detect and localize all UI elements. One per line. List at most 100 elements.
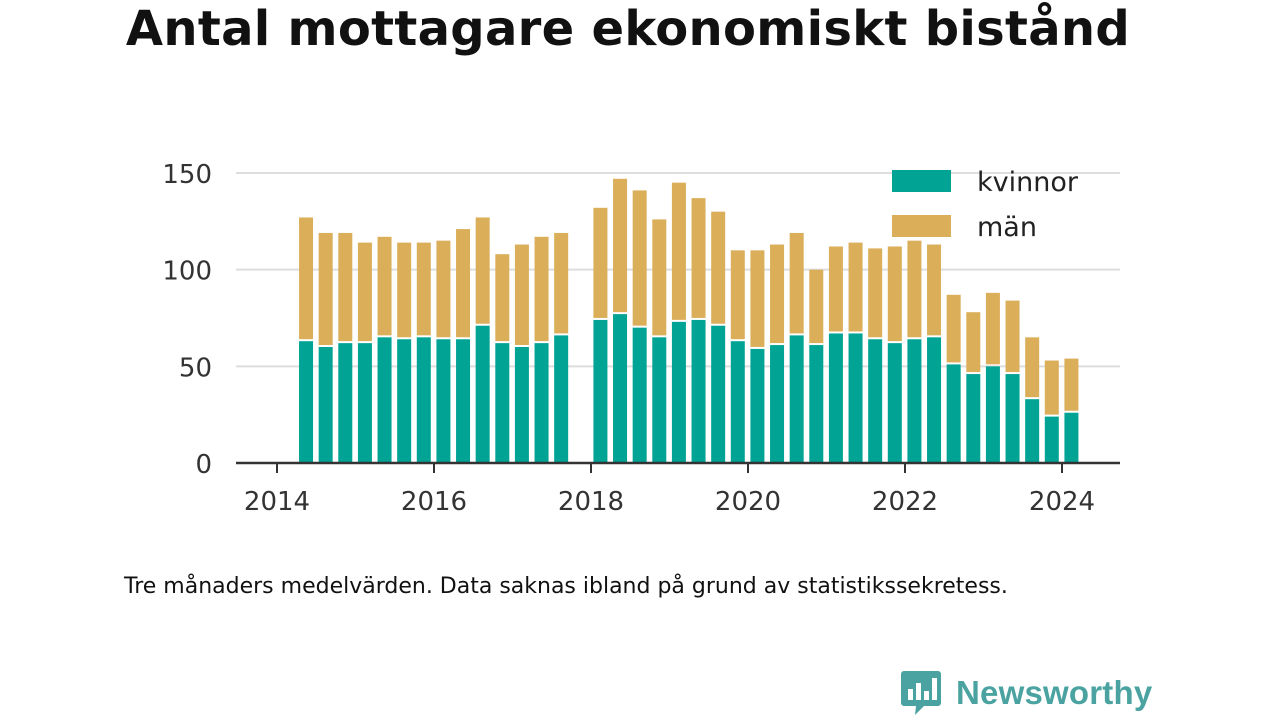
bar-man (613, 178, 628, 313)
bar-kvinnor (730, 341, 745, 463)
bar-kvinnor (946, 364, 961, 463)
y-axis-ticks: 0 50 100 150 (162, 160, 212, 480)
bar-man (593, 207, 608, 318)
y-tick-label: 100 (162, 257, 212, 287)
bar-kvinnor (789, 335, 804, 463)
bar-kvinnor (966, 374, 981, 463)
x-tick-label: 2022 (872, 487, 938, 517)
bar-kvinnor (632, 327, 647, 463)
bar-kvinnor (554, 335, 569, 463)
bar-man (946, 294, 961, 363)
bar-kvinnor (691, 319, 706, 463)
bar-man (868, 248, 883, 338)
bar-man (514, 244, 529, 345)
legend-label: kvinnor (977, 167, 1079, 198)
legend-swatch (892, 215, 951, 237)
bar-man (848, 242, 863, 332)
bar-man (1044, 360, 1059, 415)
bar-kvinnor (416, 337, 431, 463)
y-tick-label: 150 (162, 160, 212, 190)
bar-man (907, 240, 922, 338)
bar-kvinnor (534, 343, 549, 463)
bar-kvinnor (1044, 416, 1059, 463)
bar-kvinnor (985, 366, 1000, 463)
bar-man (730, 250, 745, 340)
y-tick-label: 50 (179, 353, 212, 383)
bar-kvinnor (1025, 399, 1040, 463)
bar-man (927, 244, 942, 336)
bar-kvinnor (357, 343, 372, 463)
chart-note: Tre månaders medelvärden. Data saknas ib… (124, 574, 1008, 599)
bar-man (789, 232, 804, 334)
bar-man (1005, 300, 1020, 373)
bar-man (377, 236, 392, 336)
bar-man (299, 217, 314, 340)
bars (299, 178, 1079, 463)
y-tick-label: 0 (195, 450, 212, 480)
bar-kvinnor (495, 343, 510, 463)
bar-man (475, 217, 490, 324)
bar-kvinnor (907, 339, 922, 463)
legend-label: män (977, 212, 1037, 243)
bar-man (416, 242, 431, 336)
bar-kvinnor (809, 345, 824, 463)
bar-kvinnor (887, 343, 902, 463)
brand-logo: Newsworthy (900, 666, 1152, 720)
bar-man (966, 312, 981, 373)
bar-kvinnor (338, 343, 353, 463)
bar-man (554, 232, 569, 334)
bar-man (534, 236, 549, 342)
bar-kvinnor (514, 347, 529, 463)
bar-kvinnor (436, 339, 451, 463)
bar-kvinnor (770, 345, 785, 463)
bar-man (338, 232, 353, 342)
bar-man (828, 246, 843, 332)
bar-kvinnor (613, 314, 628, 463)
bar-man (671, 182, 686, 320)
bar-kvinnor (456, 339, 471, 463)
bar-man (691, 198, 706, 318)
bar-kvinnor (848, 333, 863, 463)
bar-man (770, 244, 785, 344)
bar-kvinnor (397, 339, 412, 463)
bar-kvinnor (828, 333, 843, 463)
brand-name: Newsworthy (956, 674, 1153, 711)
bar-man (456, 229, 471, 338)
bar-kvinnor (868, 339, 883, 463)
bar-kvinnor (652, 337, 667, 463)
bar-man (711, 211, 726, 324)
bar-man (985, 292, 1000, 365)
x-tick-label: 2018 (558, 487, 624, 517)
x-axis: 2014 2016 2018 2020 2022 2024 (236, 461, 1120, 517)
newsworthy-logo-icon (901, 671, 941, 715)
bar-man (809, 269, 824, 344)
bar-kvinnor (711, 325, 726, 463)
bar-kvinnor (318, 347, 333, 463)
bar-man (318, 232, 333, 345)
x-tick-label: 2016 (401, 487, 467, 517)
bar-kvinnor (1064, 412, 1079, 463)
bar-man (632, 190, 647, 326)
x-tick-label: 2014 (244, 487, 310, 517)
chart-title: Antal mottagare ekonomiskt bistånd (125, 1, 1131, 57)
bar-kvinnor (927, 337, 942, 463)
bar-kvinnor (593, 319, 608, 463)
bar-man (436, 240, 451, 338)
bar-man (1064, 358, 1079, 411)
bar-kvinnor (671, 321, 686, 463)
x-tick-label: 2020 (715, 487, 781, 517)
bar-man (750, 250, 765, 347)
bar-man (357, 242, 372, 342)
bar-man (1025, 337, 1040, 398)
bar-kvinnor (475, 325, 490, 463)
bar-man (652, 219, 667, 336)
bar-kvinnor (1005, 374, 1020, 463)
bar-kvinnor (377, 337, 392, 463)
chart: 0 50 100 150 2014 2016 2018 2020 2022 2024 kvinn… (162, 160, 1120, 517)
bar-man (495, 254, 510, 342)
legend-swatch (892, 170, 951, 192)
bar-man (397, 242, 412, 338)
bar-man (887, 246, 902, 342)
bar-kvinnor (750, 348, 765, 463)
legend: kvinnor män (892, 167, 1079, 243)
